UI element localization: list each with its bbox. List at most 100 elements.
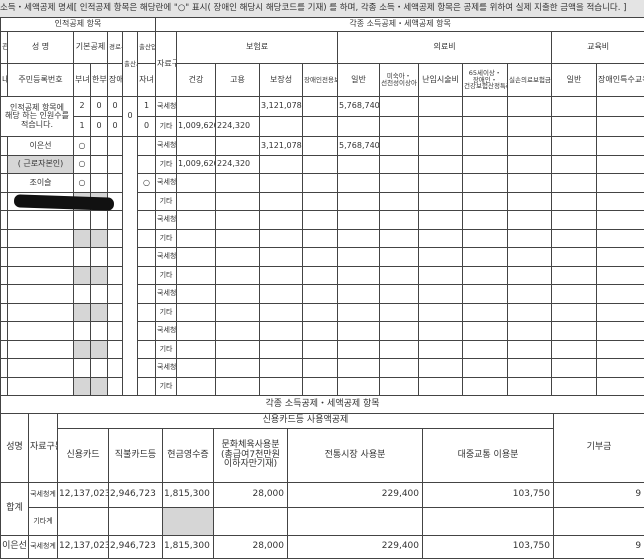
disabled-cell: [108, 174, 123, 193]
basic-cell: [74, 285, 91, 304]
disabled-cell: [108, 229, 123, 248]
amount-guarantee: [260, 322, 303, 341]
person-row: 조이슬○○국세청: [1, 174, 644, 193]
relation-cell: [1, 285, 8, 304]
header-infertility: 난임시술비: [419, 64, 463, 97]
amount-over65: [463, 377, 508, 396]
amount-row: 기타계: [1, 508, 644, 536]
amount-employ: [216, 340, 260, 359]
row-name: 이은선: [1, 536, 29, 559]
amount-dis_guarantee: [303, 266, 338, 285]
amount-health: [177, 266, 216, 285]
header-culture: 문화체육사용분 (총급여7천만원 이하자만기재): [214, 429, 288, 483]
amount-med_general: [338, 117, 380, 137]
amount-guarantee: 3,121,078: [260, 97, 303, 117]
amount-dis_guarantee: [303, 174, 338, 193]
amount-edu_special: [597, 174, 644, 193]
source-cell: 국세청: [156, 137, 177, 156]
amount-health: [177, 211, 216, 230]
amount-edu_general: [552, 137, 597, 156]
amount-guarantee: [260, 117, 303, 137]
count-child: 0: [138, 117, 156, 137]
child-cell: [138, 303, 156, 322]
amount-cash: [163, 508, 214, 536]
relation-cell: [1, 340, 8, 359]
amount-health: [177, 192, 216, 211]
source-cell: 기타계: [29, 508, 58, 536]
person-name: [8, 340, 74, 359]
amount-guarantee: [260, 192, 303, 211]
amount-premature: [380, 229, 419, 248]
source-cell: 기타: [156, 340, 177, 359]
disabled-cell: [108, 285, 123, 304]
amount-dis_guarantee: [303, 192, 338, 211]
header-insurance: 보험료: [177, 32, 338, 64]
person-row: 국세청: [1, 248, 644, 267]
child-cell: ○: [138, 174, 156, 193]
amount-over65: [463, 285, 508, 304]
count-woman: 2: [74, 97, 91, 117]
amount-employ: [216, 229, 260, 248]
header-health: 건강: [177, 64, 216, 97]
instructions-banner: 소득・세액공제 명세[ 인적공제 항목은 해당란에 "○" 표시( 장애인 해당…: [0, 0, 644, 18]
header-source: 자료구분: [156, 32, 177, 97]
amount-guarantee: [260, 285, 303, 304]
amount-edu_special: [597, 266, 644, 285]
amount-med_general: 5,768,740: [338, 97, 380, 117]
amount-credit: [58, 508, 109, 536]
amount-transit: 103,750: [423, 536, 554, 559]
amount-employ: [216, 322, 260, 341]
child-cell: [138, 322, 156, 341]
amount-edu_special: [597, 377, 644, 396]
header-premature: 미숙아・선천성이상아: [380, 64, 419, 97]
amount-market: 229,400: [288, 483, 423, 508]
header-disabled: 장애인: [108, 64, 123, 97]
basic-cell: [74, 248, 91, 267]
amount-debit: [109, 508, 163, 536]
summary-label: 인적공제 항목에 해당 하는 인원수를 적습니다.: [1, 97, 74, 137]
amount-premature: [380, 303, 419, 322]
person-name: [8, 377, 74, 396]
amount-infertility: [419, 285, 463, 304]
amount-edu_special: [597, 248, 644, 267]
header-employ: 고용: [216, 64, 260, 97]
child-cell: [138, 377, 156, 396]
amount-edu_special: [597, 192, 644, 211]
relation-cell: [1, 303, 8, 322]
header-foreign: 내외국인: [1, 64, 8, 97]
header-over65: 65세이상・장애인・건강보험산정특례자: [463, 64, 508, 97]
section-personal-header: 인적공제 항목: [1, 18, 156, 32]
amount-donation: 9: [554, 536, 644, 559]
amount-over65: [463, 117, 508, 137]
header-transit: 대중교통 이용분: [423, 429, 554, 483]
amount-health: 1,009,620: [177, 117, 216, 137]
single-cell: [91, 155, 108, 174]
amount-premature: [380, 117, 419, 137]
amount-edu_general: [552, 303, 597, 322]
single-cell: [91, 211, 108, 230]
amount-dis_guarantee: [303, 117, 338, 137]
single-cell: [91, 303, 108, 322]
amount-premature: [380, 340, 419, 359]
amount-over65: [463, 322, 508, 341]
amount-over65: [463, 192, 508, 211]
header-med-general: 일반: [338, 64, 380, 97]
basic-cell: [74, 377, 91, 396]
amount-premature: [380, 285, 419, 304]
disabled-cell: [108, 359, 123, 378]
header-relation: 관계코드: [1, 32, 8, 64]
source-cell: 국세청: [156, 359, 177, 378]
header-source: 자료구분: [29, 414, 58, 483]
header-row: 내외국인주민등록번호부녀자한부모장애인자녀건강고용보장성장애인전용보장성일반미숙…: [1, 64, 644, 97]
amount-indemnity: [508, 377, 552, 396]
amount-culture: 28,000: [214, 536, 288, 559]
amount-employ: 224,320: [216, 117, 260, 137]
amount-premature: [380, 137, 419, 156]
person-row: 기타: [1, 303, 644, 322]
header-woman: 부녀자: [74, 64, 91, 97]
relation-cell: [1, 192, 8, 211]
basic-cell: ○: [74, 155, 91, 174]
person-name: [8, 322, 74, 341]
